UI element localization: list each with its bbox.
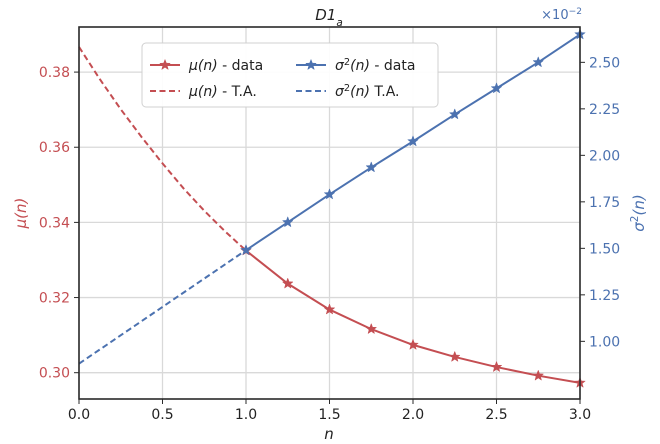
data-point-marker [323, 188, 336, 200]
data-point-marker [365, 161, 378, 173]
legend-box [141, 42, 439, 108]
x-tick-label: 2.0 [402, 407, 424, 423]
data-point-marker [407, 338, 419, 350]
x-tick-label: 1.5 [318, 407, 340, 423]
data-point-marker [532, 369, 545, 381]
y-right-tick-label: 2.00 [589, 148, 620, 164]
legend-label: σ2(n) - data [335, 57, 415, 75]
data-point-marker [323, 303, 336, 315]
y-left-tick-label: 0.38 [39, 65, 70, 81]
y-left-tick-label: 0.32 [39, 291, 70, 307]
data-point-marker [407, 135, 419, 147]
y-left-tick-label: 0.34 [39, 215, 70, 231]
legend-label: μ(n) - data [188, 58, 263, 74]
data-point-marker [532, 56, 545, 68]
series-layer [78, 28, 586, 388]
chart-title: D1a [315, 6, 343, 29]
x-tick-label: 2.5 [485, 407, 507, 423]
y-axis-right-label: σ2(n) [629, 194, 648, 231]
data-point-marker [281, 277, 294, 289]
data-point-marker [490, 360, 503, 373]
x-tick-label: 0.0 [68, 407, 90, 423]
legend-swatch-marker [305, 58, 317, 71]
axis-ticks: 0.0 0.5 1.0 1.5 2.0 2.5 3.0 0.30 0.32 0.34 0.36 0.3… [39, 55, 620, 423]
y-axis-left-label: μ(n) [12, 198, 30, 230]
legend-swatch-marker [159, 58, 171, 71]
data-point-marker [448, 108, 461, 120]
legend-label: μ(n) - T.A. [188, 84, 257, 100]
x-tick-label: 1.0 [235, 407, 257, 423]
data-point-marker [365, 322, 378, 335]
data-point-marker [490, 82, 503, 94]
y-right-tick-label: 1.50 [589, 241, 620, 257]
x-tick-label: 0.5 [151, 407, 173, 423]
legend: μ(n) - data μ(n) - T.A. σ2(n) - data σ2(n) … [141, 42, 439, 108]
y-left-tick-label: 0.30 [39, 366, 70, 382]
y-right-tick-label: 2.25 [589, 102, 620, 118]
series-line-1 [78, 46, 247, 252]
x-tick-label: 3.0 [569, 407, 591, 423]
y-axis-right-multiplier: ×10−2 [541, 7, 582, 23]
data-point-marker [281, 216, 294, 228]
data-point-marker [240, 243, 252, 256]
x-axis-label: n [324, 425, 334, 443]
legend-label: σ2(n) T.A. [335, 83, 399, 101]
y-right-tick-label: 1.00 [589, 334, 620, 350]
y-right-tick-label: 1.75 [589, 195, 620, 211]
data-point-marker [448, 350, 461, 362]
y-left-tick-label: 0.36 [39, 140, 70, 156]
y-right-tick-label: 2.50 [589, 55, 620, 71]
y-right-tick-label: 1.25 [589, 288, 620, 304]
series-line-3 [78, 249, 247, 365]
